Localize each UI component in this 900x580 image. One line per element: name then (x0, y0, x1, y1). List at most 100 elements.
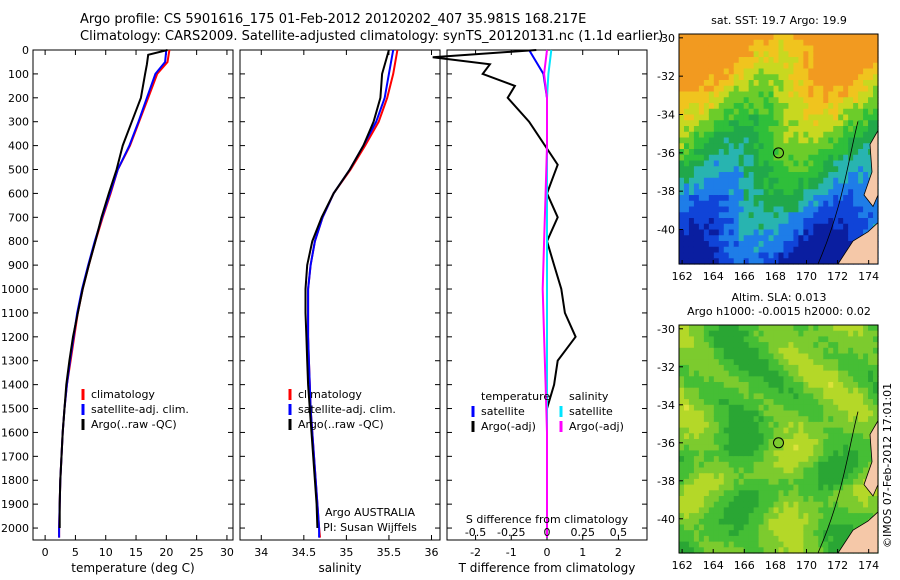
map-cell (688, 172, 695, 179)
map-cell (743, 541, 750, 548)
y-tick-label: 200 (8, 92, 29, 105)
map-cell (803, 229, 809, 236)
map-cell (753, 433, 760, 440)
map-cell (853, 97, 859, 104)
map-cell (798, 91, 804, 98)
map-cell (763, 399, 770, 406)
map-cell (838, 490, 844, 497)
map-cell (823, 416, 829, 423)
map-cell (763, 364, 770, 372)
map-cell (748, 223, 755, 231)
map-cell (818, 51, 824, 58)
map-cell (693, 456, 700, 463)
map-cell (858, 160, 864, 167)
map-cell (723, 160, 730, 167)
map-cell (683, 410, 690, 417)
map-cell (718, 34, 725, 41)
map-cell (823, 229, 829, 236)
map-cell (818, 490, 824, 497)
map-cell (823, 258, 829, 265)
map-cell (743, 172, 750, 179)
map-cell (848, 154, 854, 162)
map-cell (703, 120, 710, 127)
map-cell (763, 57, 770, 64)
map-cell (753, 416, 760, 423)
map-cell (733, 114, 740, 121)
map-cell (733, 183, 740, 190)
map-cell (808, 336, 814, 343)
map-cell (718, 364, 725, 372)
map-cell (838, 501, 844, 508)
map-cell (743, 399, 750, 406)
map-cell (728, 353, 735, 360)
map-cell (838, 183, 844, 190)
y-tick-label: 800 (8, 235, 29, 248)
map-cell (838, 359, 844, 366)
map-cell (828, 518, 834, 526)
map-cell (763, 195, 770, 202)
map-cell (818, 461, 824, 469)
map-cell (693, 530, 700, 537)
map-cell (679, 241, 685, 248)
map-cell (773, 183, 780, 190)
map-cell (768, 91, 775, 98)
map-cell (693, 547, 700, 554)
map-cell (703, 57, 710, 64)
map-cell (698, 513, 705, 520)
map-cell (848, 399, 854, 406)
map-cell (793, 68, 799, 75)
map-cell (753, 342, 760, 349)
map-cell (873, 126, 879, 133)
map-cell (843, 427, 849, 434)
map-cell (783, 143, 790, 150)
map-cell (718, 91, 725, 98)
map-cell (823, 74, 829, 81)
map-cell (793, 200, 799, 208)
map-cell (683, 114, 690, 121)
map-cell (713, 478, 720, 486)
map-cell (818, 189, 824, 196)
map-cell (798, 246, 804, 254)
map-cell (763, 370, 770, 377)
legend-header-temperature: temperature (481, 390, 550, 403)
map-cell (728, 154, 735, 162)
map-cell (848, 57, 854, 64)
map-cell (679, 97, 685, 104)
map-cell (723, 444, 730, 451)
map-cell (853, 490, 859, 497)
map-cell (738, 439, 745, 446)
map-cell (788, 131, 795, 139)
map-cell (808, 143, 814, 150)
map-cell (693, 131, 700, 139)
map-cell (868, 206, 874, 213)
map-cell (753, 108, 760, 116)
map-cell (723, 206, 730, 213)
map-cell (798, 325, 804, 332)
map-cell (843, 444, 849, 451)
x-tick-label: 36 (424, 546, 438, 559)
map-cell (679, 427, 685, 434)
map-cell (858, 336, 864, 343)
map-cell (763, 252, 770, 259)
map-cell (838, 114, 844, 121)
map-cell (748, 359, 755, 366)
map-cell (778, 490, 785, 497)
map-cell (858, 68, 864, 75)
map-cell (798, 85, 804, 93)
map-cell (823, 166, 829, 173)
map-cell (679, 223, 685, 231)
map-cell (803, 507, 809, 514)
map-cell (743, 45, 750, 52)
map-cell (763, 518, 770, 526)
map-cell (758, 359, 765, 366)
map-cell (738, 444, 745, 451)
map-cell (753, 325, 760, 332)
map-cell (863, 353, 869, 360)
map-cell (679, 433, 685, 440)
map-cell (808, 433, 814, 440)
map-cell (693, 68, 700, 75)
map-cell (843, 387, 849, 394)
map-cell (798, 427, 804, 434)
map-cell (723, 513, 730, 520)
map-cell (698, 507, 705, 514)
